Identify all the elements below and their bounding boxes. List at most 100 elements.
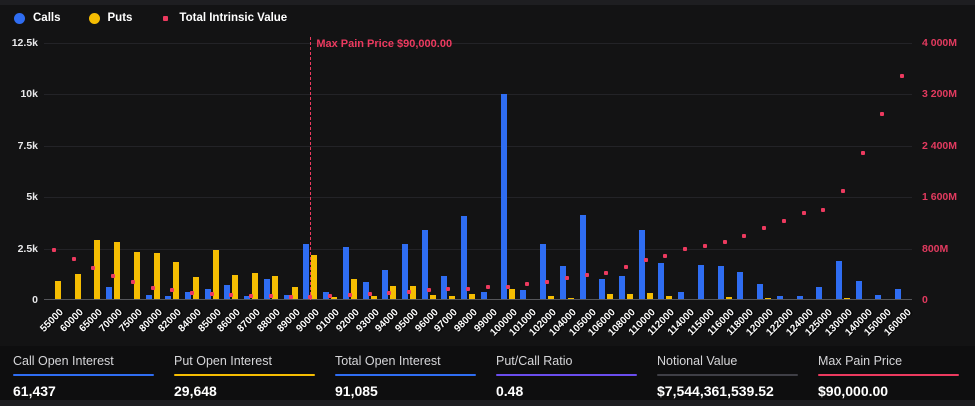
stat-label: Total Open Interest bbox=[335, 354, 441, 368]
calls-bar bbox=[244, 296, 251, 299]
intrinsic-value-point bbox=[762, 225, 767, 230]
intrinsic-value-point bbox=[406, 290, 411, 295]
y-axis-right-tick: 2 400M bbox=[922, 139, 958, 152]
calls-bar bbox=[796, 295, 803, 299]
calls-bar bbox=[737, 271, 744, 299]
puts-bar bbox=[409, 286, 416, 299]
stat-label: Put/Call Ratio bbox=[496, 354, 573, 368]
stat-underline bbox=[818, 374, 960, 376]
intrinsic-value-point bbox=[150, 285, 155, 290]
stat-underline bbox=[335, 374, 477, 376]
puts-bar bbox=[54, 281, 61, 299]
stat-call-open-interest: Call Open Interest 61,437 bbox=[13, 354, 160, 400]
calls-bar bbox=[816, 287, 823, 299]
calls-bar bbox=[618, 275, 625, 299]
puts-bar bbox=[429, 295, 436, 299]
puts-bar bbox=[567, 297, 574, 299]
gridline bbox=[44, 94, 912, 96]
puts-bar bbox=[252, 273, 259, 299]
calls-bar bbox=[875, 294, 882, 299]
intrinsic-value-point bbox=[347, 292, 352, 297]
stat-label: Max Pain Price bbox=[818, 354, 903, 368]
intrinsic-value-point bbox=[702, 243, 707, 248]
intrinsic-value-point bbox=[643, 258, 648, 263]
stat-label: Call Open Interest bbox=[13, 354, 114, 368]
intrinsic-value-point bbox=[564, 276, 569, 281]
stat-value: $90,000.00 bbox=[818, 383, 889, 399]
calls-bar bbox=[263, 279, 270, 299]
puts-marker-icon bbox=[88, 12, 100, 24]
puts-bar bbox=[469, 294, 476, 299]
stat-notional-value: Notional Value $7,544,361,539.52 bbox=[657, 354, 804, 400]
puts-bar bbox=[232, 274, 239, 299]
calls-bar bbox=[559, 265, 566, 299]
plot-area: 0 0 2.5k 800M 5k 1 600M 7.5k 2 400M 10k 3 200M 12.… bbox=[12, 37, 957, 338]
top-strip bbox=[0, 0, 975, 5]
intrinsic-value-point bbox=[91, 266, 96, 271]
calls-bar bbox=[106, 287, 113, 299]
y-axis-left-tick: 7.5k bbox=[17, 139, 38, 152]
max-pain-annotation: Max Pain Price $90,000.00 bbox=[316, 38, 453, 50]
intrinsic-value-point bbox=[663, 253, 668, 258]
legend-item-puts[interactable]: Puts bbox=[88, 12, 133, 24]
puts-bar bbox=[291, 287, 298, 299]
legend-item-total-intrinsic-value[interactable]: Total Intrinsic Value bbox=[160, 12, 287, 24]
calls-bar bbox=[165, 296, 172, 299]
puts-bar bbox=[114, 241, 121, 299]
calls-bar bbox=[757, 284, 764, 299]
stat-value: 61,437 bbox=[13, 383, 56, 399]
calls-bar bbox=[855, 280, 862, 299]
intrinsic-value-point bbox=[328, 294, 333, 299]
max-pain-line bbox=[310, 37, 312, 300]
stat-value: 91,085 bbox=[335, 383, 378, 399]
puts-bar bbox=[843, 298, 850, 299]
stat-value: 0.48 bbox=[496, 383, 524, 399]
legend-label-puts: Puts bbox=[107, 12, 133, 24]
intrinsic-value-point bbox=[525, 282, 530, 287]
puts-bar bbox=[153, 253, 160, 299]
y-axis-left-tick: 12.5k bbox=[11, 37, 38, 49]
gridline bbox=[44, 145, 912, 147]
chart-legend: Calls Puts Total Intrinsic Value bbox=[0, 5, 975, 31]
legend-label-total-intrinsic-value: Total Intrinsic Value bbox=[179, 12, 288, 24]
intrinsic-value-point bbox=[71, 256, 76, 261]
stat-total-open-interest: Total Open Interest 91,085 bbox=[335, 354, 482, 400]
y-axis-right-tick: 0 bbox=[922, 294, 928, 306]
intrinsic-value-point bbox=[466, 286, 471, 291]
intrinsic-value-point bbox=[367, 291, 372, 296]
calls-bar bbox=[776, 296, 783, 299]
intrinsic-value-point bbox=[623, 265, 628, 270]
stat-value: 29,648 bbox=[174, 383, 217, 399]
calls-bar bbox=[658, 263, 665, 299]
intrinsic-value-point bbox=[584, 272, 589, 277]
gridline bbox=[44, 43, 912, 44]
calls-bar bbox=[342, 247, 349, 299]
puts-bar bbox=[133, 251, 140, 299]
puts-bar bbox=[646, 293, 653, 299]
legend-label-calls: Calls bbox=[33, 12, 61, 24]
calls-bar bbox=[441, 275, 448, 299]
stat-label: Put Open Interest bbox=[174, 354, 272, 368]
calls-bar bbox=[184, 291, 191, 299]
y-axis-right-tick: 800M bbox=[922, 242, 949, 255]
calls-bar bbox=[480, 292, 487, 299]
y-axis-left-tick: 0 bbox=[32, 294, 38, 306]
bottom-strip bbox=[0, 400, 975, 406]
intrinsic-value-point bbox=[426, 288, 431, 293]
intrinsic-value-point bbox=[505, 284, 510, 289]
stat-label: Notional Value bbox=[657, 354, 738, 368]
legend-item-calls[interactable]: Calls bbox=[14, 12, 61, 24]
puts-bar bbox=[370, 295, 377, 299]
intrinsic-value-point bbox=[446, 287, 451, 292]
intrinsic-value-point bbox=[683, 247, 688, 252]
intrinsic-value-point bbox=[821, 208, 826, 213]
calls-bar bbox=[599, 279, 606, 299]
calls-bar bbox=[224, 285, 231, 299]
max-pain-chart: 0 0 2.5k 800M 5k 1 600M 7.5k 2 400M 10k 3 200M 12.… bbox=[0, 30, 975, 346]
calls-marker-icon bbox=[14, 12, 25, 24]
y-axis-right-tick: 1 600M bbox=[922, 191, 958, 204]
puts-bar bbox=[725, 296, 732, 299]
calls-bar bbox=[145, 295, 152, 299]
intrinsic-value-marker-icon bbox=[163, 15, 169, 21]
puts-bar bbox=[508, 288, 515, 299]
